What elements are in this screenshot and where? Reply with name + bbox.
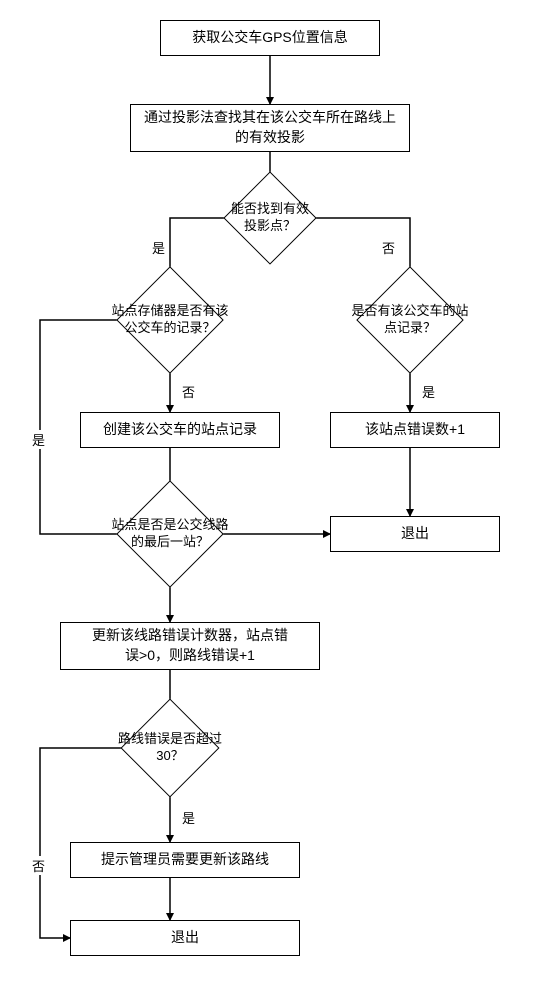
edge-label-d3-n4: 是	[420, 382, 437, 401]
flow-rect-n8: 退出	[70, 920, 300, 956]
flow-diamond-d2	[116, 266, 223, 373]
flow-rect-n6: 更新该线路错误计数器，站点错误>0，则路线错误+1	[60, 622, 320, 670]
edge-label-d2-n3: 否	[180, 382, 197, 401]
edge-label-d5-n7: 是	[180, 808, 197, 827]
flow-rect-n4: 该站点错误数+1	[330, 412, 500, 448]
edge-label-d2-d4_side: 是	[30, 430, 47, 449]
flow-rect-n2: 通过投影法查找其在该公交车所在路线上的有效投影	[130, 104, 410, 152]
flow-diamond-d1	[223, 171, 316, 264]
flow-rect-n3: 创建该公交车的站点记录	[80, 412, 280, 448]
edge-label-d1-d3: 否	[380, 238, 397, 257]
flow-rect-n7: 提示管理员需要更新该路线	[70, 842, 300, 878]
flow-diamond-d4	[116, 480, 223, 587]
flow-diamond-d3	[356, 266, 463, 373]
edge-label-d5-n8_side: 否	[30, 856, 47, 875]
flow-rect-n1: 获取公交车GPS位置信息	[160, 20, 380, 56]
edge-d1-d2	[170, 218, 237, 282]
edge-label-d1-d2: 是	[150, 238, 167, 257]
flow-diamond-d5	[121, 699, 220, 798]
flow-rect-n5: 退出	[330, 516, 500, 552]
